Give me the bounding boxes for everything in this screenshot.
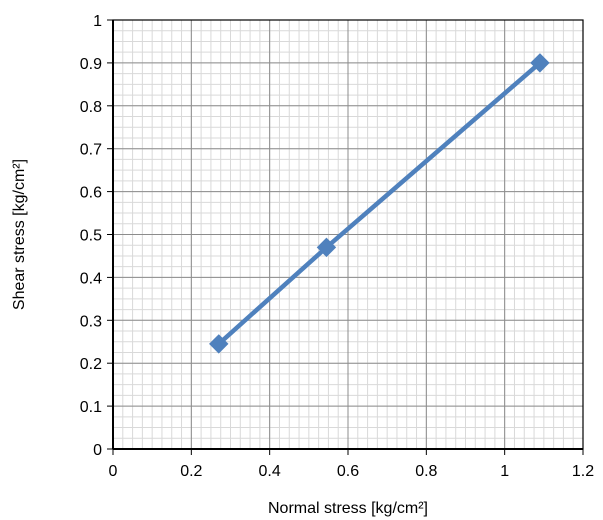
y-tick-label: 0.9 — [80, 56, 102, 73]
y-axis-title: Shear stress [kg/cm²] — [11, 159, 28, 310]
y-tick-label: 0.1 — [80, 399, 102, 416]
tick-labels: 0 0.2 0.4 0.6 0.8 1 1.2 0 0.1 0.2 0.3 0.4 0.5 0.6 0.7 0… — [80, 13, 594, 480]
x-tick-label: 1.2 — [572, 463, 594, 480]
y-tick-label: 0.4 — [80, 270, 102, 287]
data-point-marker — [316, 237, 337, 258]
x-axis-title: Normal stress [kg/cm²] — [268, 500, 428, 517]
x-tick-label: 0.8 — [415, 463, 437, 480]
x-tick-label: 0.4 — [259, 463, 281, 480]
data-point-marker — [209, 334, 229, 354]
x-tick-label: 0.6 — [337, 463, 359, 480]
x-tick-label: 0.2 — [180, 463, 202, 480]
x-tick-label: 1 — [500, 463, 509, 480]
y-tick-label: 0.2 — [80, 356, 102, 373]
y-tick-label: 0.6 — [80, 185, 102, 202]
y-tick-label: 0.7 — [80, 142, 102, 159]
y-tick-label: 0.5 — [80, 228, 102, 245]
data-point-marker — [530, 53, 550, 73]
x-tick-label: 0 — [109, 463, 118, 480]
y-tick-label: 1 — [93, 13, 102, 30]
axes — [107, 19, 584, 455]
y-tick-label: 0.8 — [80, 99, 102, 116]
y-tick-label: 0.3 — [80, 313, 102, 330]
y-tick-label: 0 — [93, 442, 102, 459]
series-line — [217, 61, 542, 346]
data-series — [209, 53, 550, 354]
